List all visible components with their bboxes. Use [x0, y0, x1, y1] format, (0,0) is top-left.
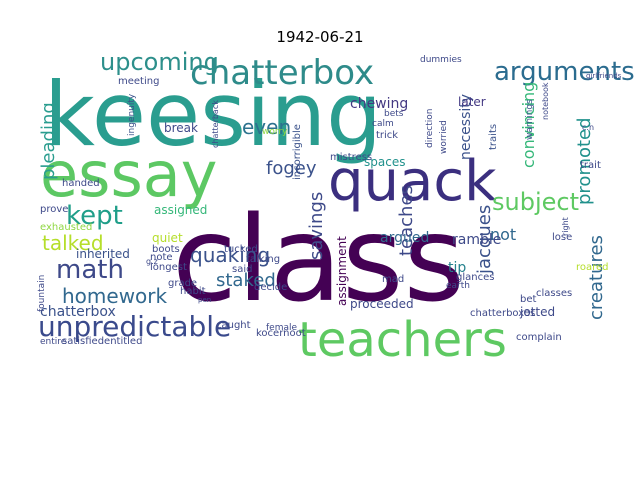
word-handed: handed: [62, 178, 100, 189]
word-meeting: meeting: [118, 76, 159, 87]
word-satisfiedentitled: satisfiedentitled: [62, 336, 142, 347]
word-grade: grade: [168, 278, 197, 289]
word-inherited: inherited: [76, 247, 130, 261]
word-chatterboxes: chatterboxes: [470, 308, 535, 319]
word-direction: direction: [425, 109, 435, 148]
word-fogey: fogey: [266, 158, 317, 179]
word-proceeded: proceeded: [350, 297, 414, 311]
word-habit: habit: [180, 286, 206, 297]
word-subject: subject: [492, 188, 579, 216]
word-jotted: jotted: [519, 305, 555, 319]
word-worried: worried: [439, 120, 449, 154]
word-glances: glances: [456, 272, 494, 283]
word-ingenuity: ingenuity: [127, 93, 137, 136]
word-calm: calm: [372, 119, 394, 129]
word-chewing: chewing: [350, 96, 408, 112]
word-kept: kept: [66, 201, 123, 231]
word-assignment: assignment: [335, 236, 349, 306]
word-longest: longest: [150, 262, 187, 273]
word-worry: worry: [262, 127, 288, 137]
word-note: note: [150, 252, 173, 263]
word-girlfriends: girlfriends: [586, 72, 622, 80]
word-talked: talked: [42, 231, 104, 255]
word-notebook: notebook: [541, 82, 550, 120]
word-later: later: [458, 95, 486, 109]
word-bet: bet: [520, 294, 537, 305]
chart-title: 1942-06-21: [276, 28, 364, 46]
word-lose: lose: [552, 232, 572, 243]
word-said: said: [232, 264, 252, 275]
word-prove: prove: [40, 204, 68, 215]
word-quaking: quaking: [190, 243, 270, 267]
word-class: class: [172, 190, 465, 328]
word-ramble: ramble: [452, 232, 501, 248]
word-talking: talking: [246, 254, 280, 265]
word-jacques: jacques: [474, 205, 495, 275]
word-kocernoot: kocernoot: [256, 328, 306, 339]
word-incorrigible: incorrigible: [292, 124, 303, 180]
word-essay: essay: [40, 138, 217, 211]
word-roared: roared: [576, 262, 609, 273]
word-bets: bets: [384, 109, 404, 119]
word-c-n: c.n: [582, 123, 594, 132]
word-even: even: [242, 115, 291, 139]
word-upcoming: upcoming: [100, 48, 219, 76]
word-exhausted: exhausted: [40, 222, 92, 233]
word-earth: earth: [446, 281, 470, 291]
word-assigned: assigned: [154, 203, 207, 217]
word-keesing: keesing: [44, 63, 382, 166]
word-quack: quack: [328, 149, 497, 214]
word-staked: staked: [216, 270, 276, 291]
word-right: right: [561, 217, 570, 236]
word-tip: tip: [448, 260, 466, 276]
word-mad: mad: [382, 274, 404, 285]
word-promoted: promoted: [574, 117, 595, 205]
word-g-z: g.z: [146, 257, 158, 266]
word-convincing: convincing: [519, 82, 538, 168]
word-teachers: teachers: [298, 312, 507, 368]
word-creatures: creatures: [586, 235, 607, 320]
word-chatterback: chatterback: [211, 100, 220, 148]
word-quiet: quiet: [152, 231, 183, 245]
word-necessity: necessity: [458, 94, 474, 160]
word-tucked: tucked: [224, 244, 258, 255]
word-complain: complain: [516, 332, 562, 343]
word-unpredictable: unpredictable: [38, 310, 231, 343]
word-trick: trick: [376, 130, 398, 141]
word-teaches: teaches: [396, 185, 417, 256]
word-argued: argued: [380, 230, 429, 246]
word-female: female: [266, 323, 297, 333]
word-pleading: pleading: [38, 102, 59, 180]
word-entire: entire: [40, 337, 67, 347]
word-math: math: [56, 255, 124, 285]
word-boots: boots: [152, 244, 180, 255]
word-fountain: fountain: [37, 275, 47, 312]
word-savings: savings: [306, 192, 327, 260]
word-not: not: [490, 225, 516, 244]
word-caught: caught: [216, 320, 251, 331]
word-chatterbox: chatterbox: [40, 304, 116, 320]
word-decide: decide: [254, 282, 287, 293]
word-spaces: spaces: [364, 155, 405, 169]
word-break: break: [164, 121, 198, 135]
word-arguments: arguments: [494, 57, 635, 87]
word-mistress: mistress: [330, 152, 372, 163]
word-homework: homework: [62, 284, 168, 308]
word-pen: pen: [198, 296, 211, 304]
word-classes: classes: [536, 288, 572, 299]
word-dummies: dummies: [420, 55, 462, 65]
word-warnings: warnings: [525, 99, 535, 140]
word-chatterbox: chatterbox: [190, 53, 374, 93]
word-traits: traits: [488, 124, 499, 150]
word-trait: trait: [580, 160, 601, 171]
